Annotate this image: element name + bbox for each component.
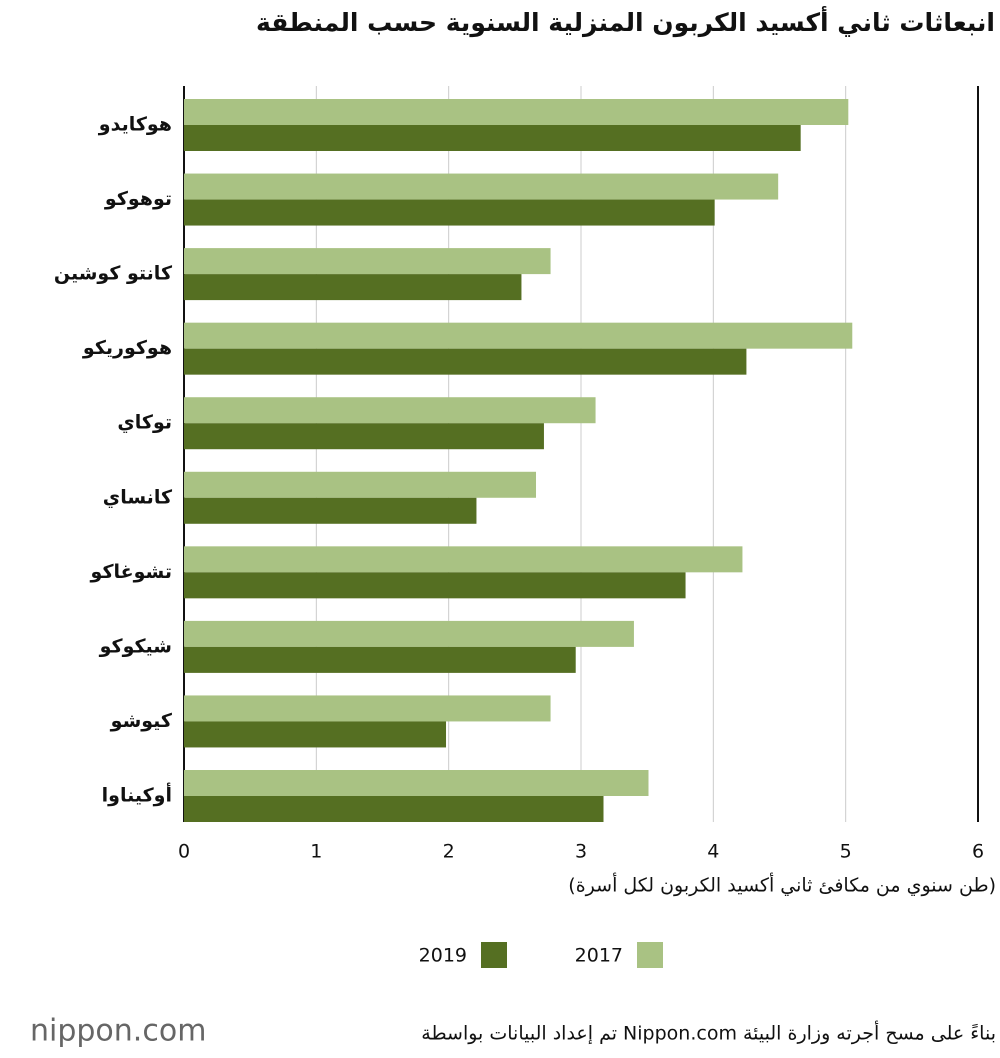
category-label: كانتو كوشين: [54, 263, 173, 285]
x-tick-label: 3: [575, 841, 587, 863]
logo: nippon.com: [30, 1014, 206, 1049]
category-label: أوكيناوا: [102, 783, 172, 807]
bar: [184, 721, 447, 748]
bar: [184, 471, 537, 498]
x-tick-label: 1: [310, 841, 322, 863]
bar: [184, 274, 522, 301]
bar: [184, 646, 576, 673]
x-tick-label: 4: [707, 841, 719, 863]
x-tick-label: 2: [443, 841, 455, 863]
x-tick-label: 5: [840, 841, 852, 863]
legend-swatch: [481, 942, 507, 968]
bar: [184, 620, 634, 647]
category-label: هوكايدو: [98, 114, 172, 136]
legend-label: 2017: [575, 945, 623, 967]
bar: [184, 572, 686, 599]
source: تم إعداد البيانات بواسطة Nippon.com بناء…: [421, 1021, 996, 1046]
bar: [184, 397, 596, 424]
x-tick-label: 6: [972, 841, 984, 863]
bar: [184, 173, 779, 200]
category-label: شيكوكو: [99, 635, 172, 657]
bar: [184, 248, 551, 275]
bar: [184, 796, 604, 822]
bar: [184, 199, 715, 226]
x-axis-label: (طن سنوي من مكافئ ثاني أكسيد الكربون لكل…: [568, 873, 996, 897]
legend-swatch: [637, 942, 663, 968]
category-label: تشوغاكو: [90, 561, 172, 583]
bar: [184, 497, 477, 524]
bar: [184, 695, 551, 722]
bar: [184, 99, 849, 125]
category-label: كانساي: [103, 486, 173, 509]
bar: [184, 423, 544, 450]
x-tick-label: 0: [178, 841, 190, 863]
bar: [184, 322, 853, 349]
category-label: توهوكو: [104, 188, 172, 210]
bar: [184, 348, 747, 375]
bar: [184, 546, 743, 573]
legend-label: 2019: [419, 945, 467, 967]
bar: [184, 125, 801, 151]
chart-title: انبعاثات ثاني أكسيد الكربون المنزلية الس…: [256, 6, 995, 38]
category-label: توكاي: [117, 412, 172, 435]
category-label: هوكوريكو: [82, 337, 172, 359]
bar: [184, 770, 649, 796]
category-label: كيوشو: [110, 710, 173, 732]
